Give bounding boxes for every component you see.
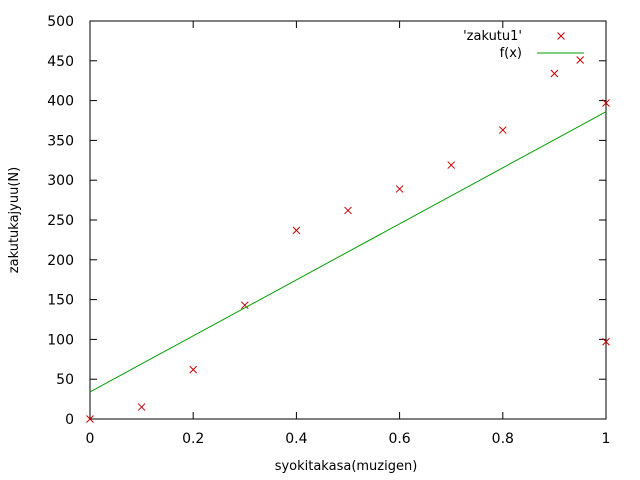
data-point (137, 403, 146, 411)
y-tick-label: 0 (65, 412, 74, 428)
data-point-marker-stroke (550, 69, 559, 78)
x-tick-label: 0.2 (182, 431, 204, 447)
data-point (602, 99, 610, 107)
y-tick-label: 200 (47, 253, 74, 269)
data-point-marker-stroke (498, 126, 507, 134)
data-point-marker-stroke (395, 185, 404, 193)
data-point (602, 337, 610, 346)
x-tick-label: 0 (86, 431, 95, 447)
y-tick-label: 150 (47, 293, 74, 309)
data-point (344, 206, 352, 215)
data-point-marker-stroke (602, 337, 610, 346)
data-point (292, 226, 301, 235)
legend-marker-stroke (557, 32, 565, 40)
data-point-marker-stroke (86, 415, 94, 423)
y-axis-label: zakutukajyuu(N) (7, 167, 22, 273)
data-point (86, 415, 94, 423)
series-layer (86, 56, 610, 423)
y-tick-label: 500 (47, 14, 74, 30)
legend-marker-swatch (557, 32, 565, 40)
data-point-marker-stroke (292, 226, 301, 235)
y-tick-label: 300 (47, 173, 74, 189)
data-point (576, 56, 585, 64)
x-tick-label: 0.4 (285, 431, 307, 447)
data-point (240, 301, 249, 310)
data-point-marker-stroke (344, 206, 352, 215)
y-tick-label: 450 (47, 54, 74, 70)
y-tick-label: 250 (47, 213, 74, 229)
x-tick-label: 0.8 (492, 431, 514, 447)
x-axis-label: syokitakasa(muzigen) (275, 459, 418, 474)
x-tick-label: 0.6 (388, 431, 410, 447)
data-point (447, 161, 456, 169)
legend: 'zakutu1' f(x) (463, 29, 584, 61)
data-point-marker-stroke (447, 161, 456, 169)
data-point (550, 69, 559, 78)
data-point-marker-stroke (189, 365, 198, 374)
y-tick-label: 50 (56, 372, 74, 388)
legend-label: f(x) (500, 46, 522, 61)
data-point-marker-stroke (240, 301, 249, 310)
y-axis: 0 50 100 150 200 250 300 350 400 450 500 (47, 14, 606, 428)
x-axis: 0 0.2 0.4 0.6 0.8 1 (86, 21, 611, 447)
fit-line (89, 111, 607, 393)
data-point (189, 365, 198, 374)
data-point (395, 185, 404, 193)
y-tick-label: 100 (47, 332, 74, 348)
data-point-marker-stroke (602, 99, 610, 107)
legend-label: 'zakutu1' (463, 29, 522, 44)
data-point-marker-stroke (137, 403, 146, 411)
data-point-marker-stroke (576, 56, 585, 64)
x-tick-label: 1 (602, 431, 611, 447)
data-point (498, 126, 507, 134)
y-tick-label: 400 (47, 94, 74, 110)
plot-frame (89, 20, 607, 420)
y-tick-label: 350 (47, 133, 74, 149)
